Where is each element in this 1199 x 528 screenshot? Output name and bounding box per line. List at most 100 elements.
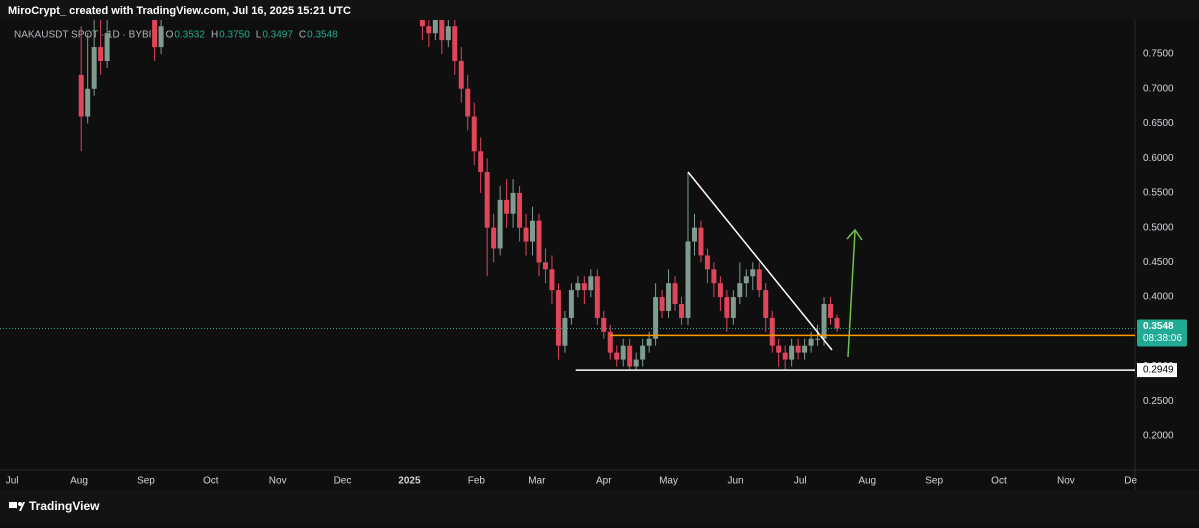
candle-body	[549, 269, 555, 291]
candle-body	[653, 297, 659, 339]
footer-brand: TradingView	[29, 499, 100, 513]
candle-body	[750, 269, 756, 277]
legend-key: C	[299, 30, 306, 41]
candle-body	[542, 262, 548, 270]
y-tick-label: 0.4000	[1143, 292, 1174, 303]
candle-body	[104, 33, 110, 61]
candle-body	[763, 290, 769, 318]
candle-body	[85, 88, 91, 117]
candle-body	[581, 283, 587, 291]
y-tick-label: 0.6500	[1143, 118, 1174, 129]
header-bar	[0, 0, 1199, 20]
x-tick-label: Nov	[1057, 476, 1075, 487]
x-tick-label: Apr	[596, 476, 612, 487]
candle-body	[815, 338, 821, 340]
candle-body	[510, 192, 516, 214]
candle-body	[568, 290, 574, 318]
candle-body	[419, 20, 425, 27]
candle-body	[152, 20, 158, 48]
candle-body	[478, 151, 484, 173]
candle-body	[795, 345, 801, 353]
candle-body	[666, 283, 672, 311]
legend-value: 0.3750	[219, 30, 250, 41]
x-tick-label: Sep	[925, 476, 943, 487]
plot	[78, 20, 840, 370]
candle-body	[484, 172, 490, 228]
legend-key: O	[166, 30, 174, 41]
x-tick-label: May	[659, 476, 678, 487]
candle-body	[594, 276, 600, 318]
x-tick-label: Aug	[858, 476, 876, 487]
candle-body	[491, 227, 497, 249]
legend-key: L	[256, 30, 262, 41]
candle-body	[562, 317, 568, 346]
candle-body	[646, 338, 652, 346]
candle-body	[730, 297, 736, 318]
price-label: 0.2949	[1143, 365, 1174, 376]
candle-body	[607, 331, 613, 353]
candle-body	[756, 269, 762, 291]
candle-body	[717, 283, 723, 298]
candle-body	[659, 297, 665, 311]
x-tick-label: Oct	[991, 476, 1007, 487]
candle-body	[575, 283, 581, 291]
candle-body	[497, 199, 503, 249]
candle-body	[465, 88, 471, 117]
candle-body	[158, 26, 164, 48]
candle-body	[91, 47, 97, 89]
candle-body	[828, 304, 834, 318]
x-tick-label: De	[1124, 476, 1137, 487]
candle-body	[776, 345, 782, 353]
candle-body	[802, 345, 808, 353]
legend-value: 0.3548	[307, 30, 338, 41]
candle-body	[555, 290, 561, 346]
legend-key: H	[211, 30, 218, 41]
x-tick-label: Feb	[468, 476, 486, 487]
candle-body	[601, 317, 607, 332]
candle-body	[471, 116, 477, 152]
legend-value: 0.3497	[262, 30, 293, 41]
candle-body	[588, 276, 594, 291]
x-tick-label: Oct	[203, 476, 219, 487]
x-tick-label: Jul	[794, 476, 807, 487]
header: MiroCrypt_ created with TradingView.com,…	[8, 5, 351, 17]
candle-body	[769, 317, 775, 346]
logo	[9, 502, 25, 511]
x-tick-label: Nov	[269, 476, 287, 487]
trend-line	[687, 171, 833, 351]
y-tick-label: 0.5000	[1143, 222, 1174, 233]
x-tick-label: 2025	[398, 476, 421, 487]
candle-body	[426, 26, 432, 34]
candle-body	[737, 283, 743, 298]
candle-body	[633, 359, 639, 367]
candle-body	[711, 269, 717, 284]
candle-body	[672, 283, 678, 305]
candle-body	[432, 20, 438, 34]
candle-body	[439, 20, 445, 41]
y-tick-label: 0.4500	[1143, 257, 1174, 268]
candle-body	[724, 297, 730, 318]
price-label-box	[1137, 363, 1177, 378]
candle-body	[834, 317, 840, 329]
last-price-label: 0.3548	[1143, 321, 1174, 332]
x-tick-label: Jul	[6, 476, 19, 487]
x-tick-label: Sep	[137, 476, 155, 487]
candle-body	[698, 227, 704, 256]
candle-body	[445, 26, 451, 41]
candle-body	[743, 276, 749, 284]
last-price-box	[1137, 319, 1187, 347]
candle-body	[523, 227, 529, 242]
candle-body	[504, 199, 510, 214]
candle-body	[808, 338, 814, 346]
legend-value: 0.3532	[174, 30, 205, 41]
y-tick-label: 0.7000	[1143, 83, 1174, 94]
y-tick-label: 0.2000	[1143, 431, 1174, 442]
footer-bar	[0, 490, 1199, 523]
candle-body	[78, 74, 84, 117]
x-tick-label: Aug	[70, 476, 88, 487]
countdown: 08:38:06	[1143, 333, 1182, 344]
candle-body	[691, 227, 697, 242]
candle-body	[627, 345, 633, 367]
